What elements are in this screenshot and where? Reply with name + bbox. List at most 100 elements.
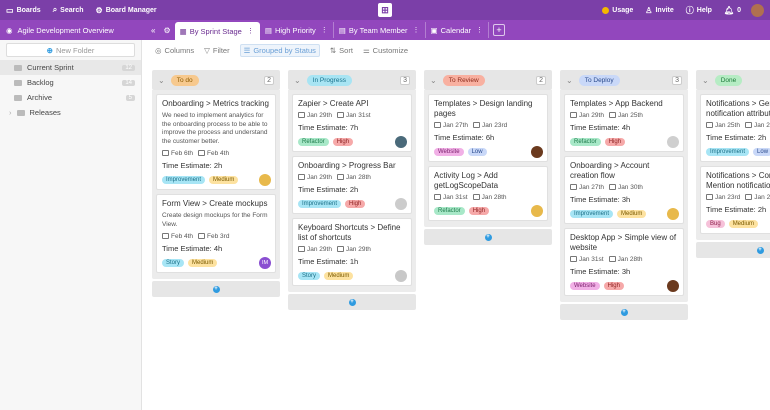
- tag-badge[interactable]: High: [345, 200, 366, 208]
- tag-badge[interactable]: Medium: [324, 272, 354, 280]
- board-title[interactable]: ◉ Agile Development Overview: [0, 26, 147, 35]
- task-card[interactable]: Onboarding > Account creation flow Jan 27…: [564, 156, 684, 224]
- tag-badge[interactable]: Medium: [728, 220, 759, 228]
- tag-badge[interactable]: Refactor: [298, 138, 329, 146]
- task-card[interactable]: Keyboard Shortcuts > Define list of shor…: [292, 218, 412, 286]
- avatar[interactable]: [667, 208, 679, 220]
- task-card[interactable]: Activity Log > Add getLogScopeData Jan 31…: [428, 166, 548, 221]
- column-header[interactable]: ⌄ To do 2: [152, 70, 280, 90]
- tag-badge[interactable]: Website: [570, 282, 600, 290]
- tag-badge[interactable]: Improvement: [570, 210, 614, 218]
- card-title: Form View > Create mockups: [162, 199, 268, 208]
- end-date: Jan 28th: [472, 194, 507, 201]
- tag-badge[interactable]: Improvement: [706, 148, 750, 156]
- task-card[interactable]: Onboarding > Metrics tracking We need to …: [156, 94, 276, 190]
- search-button[interactable]: ⌕ Search: [47, 5, 90, 15]
- tag-badge[interactable]: Low: [753, 148, 770, 156]
- avatar[interactable]: [395, 270, 407, 282]
- tag-badge[interactable]: Story: [162, 259, 185, 267]
- chevron-down-icon[interactable]: ⌄: [430, 75, 437, 85]
- tag-badge[interactable]: Medium: [188, 259, 218, 267]
- app-logo[interactable]: ⊞: [378, 3, 392, 17]
- tag-badge[interactable]: Bug: [706, 220, 725, 228]
- sidebar-item-count: 5: [125, 94, 135, 101]
- task-card[interactable]: Templates > Design landing pages Jan 27th…: [428, 94, 548, 162]
- board-manager-button[interactable]: ⚙ Board Manager: [90, 6, 163, 15]
- column-header[interactable]: ⌄ To Review 2: [424, 70, 552, 90]
- column-header[interactable]: ⌄ In Progress 3: [288, 70, 416, 90]
- help-button[interactable]: ⓘ Help: [680, 5, 718, 16]
- plus-icon: +: [620, 308, 628, 316]
- tag-badge[interactable]: Website: [434, 148, 464, 156]
- chevron-down-icon[interactable]: ⌄: [294, 75, 301, 85]
- tag-badge[interactable]: High: [603, 282, 624, 290]
- avatar[interactable]: [531, 146, 543, 158]
- settings-icon[interactable]: ⚙: [163, 25, 171, 35]
- start-date: Jan 27th: [434, 122, 468, 129]
- filter-button[interactable]: ▽ Filter: [204, 46, 229, 55]
- more-icon[interactable]: ⋮: [476, 27, 484, 34]
- tag-badge[interactable]: Medium: [209, 176, 239, 184]
- task-card[interactable]: Onboarding > Progress Bar Jan 29th Jan 28t…: [292, 156, 412, 214]
- sidebar-item-archive[interactable]: Archive 5: [0, 90, 141, 105]
- user-avatar[interactable]: [751, 3, 764, 17]
- task-card[interactable]: Zapier > Create API Jan 29th Jan 31st Time …: [292, 94, 412, 152]
- chevron-right-icon[interactable]: ›: [9, 108, 12, 117]
- chevron-down-icon[interactable]: ⌄: [702, 75, 709, 85]
- collapse-sidebar-icon[interactable]: «: [151, 25, 156, 35]
- task-card[interactable]: Desktop App > Simple view of website Jan …: [564, 228, 684, 296]
- more-icon[interactable]: ⋮: [412, 27, 420, 34]
- tab-by-team-member[interactable]: ▤ By Team Member ⋮: [334, 22, 426, 38]
- add-card-button[interactable]: +: [560, 304, 688, 320]
- tag-badge[interactable]: Refactor: [570, 138, 601, 146]
- avatar[interactable]: [531, 205, 543, 217]
- tag-badge[interactable]: High: [468, 207, 490, 215]
- tag-badge[interactable]: Story: [298, 272, 321, 280]
- columns-button[interactable]: ◎ Columns: [155, 46, 194, 55]
- add-tab-button[interactable]: +: [493, 24, 506, 36]
- customize-button[interactable]: ⚌ Customize: [363, 46, 408, 55]
- avatar[interactable]: [395, 136, 407, 148]
- add-card-button[interactable]: +: [424, 229, 552, 245]
- chevron-down-icon[interactable]: ⌄: [566, 75, 573, 85]
- notifications-button[interactable]: 🔔︎ 0: [718, 6, 747, 15]
- sidebar-item-backlog[interactable]: Backlog 14: [0, 75, 141, 90]
- avatar[interactable]: [667, 280, 679, 292]
- tag-badge[interactable]: Improvement: [162, 176, 206, 184]
- task-card[interactable]: Notifications > Generate notification at…: [700, 94, 770, 162]
- avatar[interactable]: [667, 136, 679, 148]
- tab-high-priority[interactable]: ▤ High Priority ⋮: [260, 22, 334, 38]
- add-card-button[interactable]: +: [696, 242, 770, 258]
- tab-calendar[interactable]: ▣ Calendar ⋮: [426, 22, 490, 38]
- sidebar-item-current-sprint[interactable]: Current Sprint 12: [0, 60, 141, 75]
- boards-button[interactable]: ▭ Boards: [0, 6, 47, 15]
- tag-badge[interactable]: Improvement: [298, 200, 342, 208]
- card-title: Onboarding > Metrics tracking: [162, 99, 269, 108]
- tab-by-sprint-stage[interactable]: ▦ By Sprint Stage ⋮: [174, 22, 260, 40]
- task-card[interactable]: Templates > App Backend Jan 29th Jan 25th T…: [564, 94, 684, 152]
- avatar[interactable]: IM: [259, 257, 271, 269]
- more-icon[interactable]: ⋮: [320, 27, 328, 34]
- task-card[interactable]: Form View > Create mockups Create design …: [156, 194, 276, 273]
- usage-button[interactable]: Usage: [596, 6, 639, 14]
- column-header[interactable]: ⌄ Done: [696, 70, 770, 90]
- tag-badge[interactable]: Medium: [617, 210, 647, 218]
- new-folder-button[interactable]: ⊕ New Folder: [6, 43, 135, 57]
- tag-badge[interactable]: High: [604, 138, 626, 146]
- card-title: Notifications > Complete Mention notific…: [706, 171, 770, 190]
- column-header[interactable]: ⌄ To Deploy 3: [560, 70, 688, 90]
- more-icon[interactable]: ⋮: [246, 28, 254, 35]
- tag-badge[interactable]: High: [332, 138, 354, 146]
- avatar[interactable]: [259, 174, 271, 186]
- sort-button[interactable]: ⇅ Sort: [330, 46, 353, 55]
- group-button[interactable]: ☰ Grouped by Status: [239, 43, 320, 57]
- tag-badge[interactable]: Refactor: [434, 207, 465, 215]
- tag-badge[interactable]: Low: [467, 148, 487, 156]
- chevron-down-icon[interactable]: ⌄: [158, 75, 165, 85]
- invite-button[interactable]: ♙ Invite: [639, 6, 679, 15]
- add-card-button[interactable]: +: [152, 281, 280, 297]
- task-card[interactable]: Notifications > Complete Mention notific…: [700, 166, 770, 234]
- avatar[interactable]: [395, 198, 407, 210]
- sidebar-item-releases[interactable]: › Releases: [0, 105, 141, 120]
- add-card-button[interactable]: +: [288, 294, 416, 310]
